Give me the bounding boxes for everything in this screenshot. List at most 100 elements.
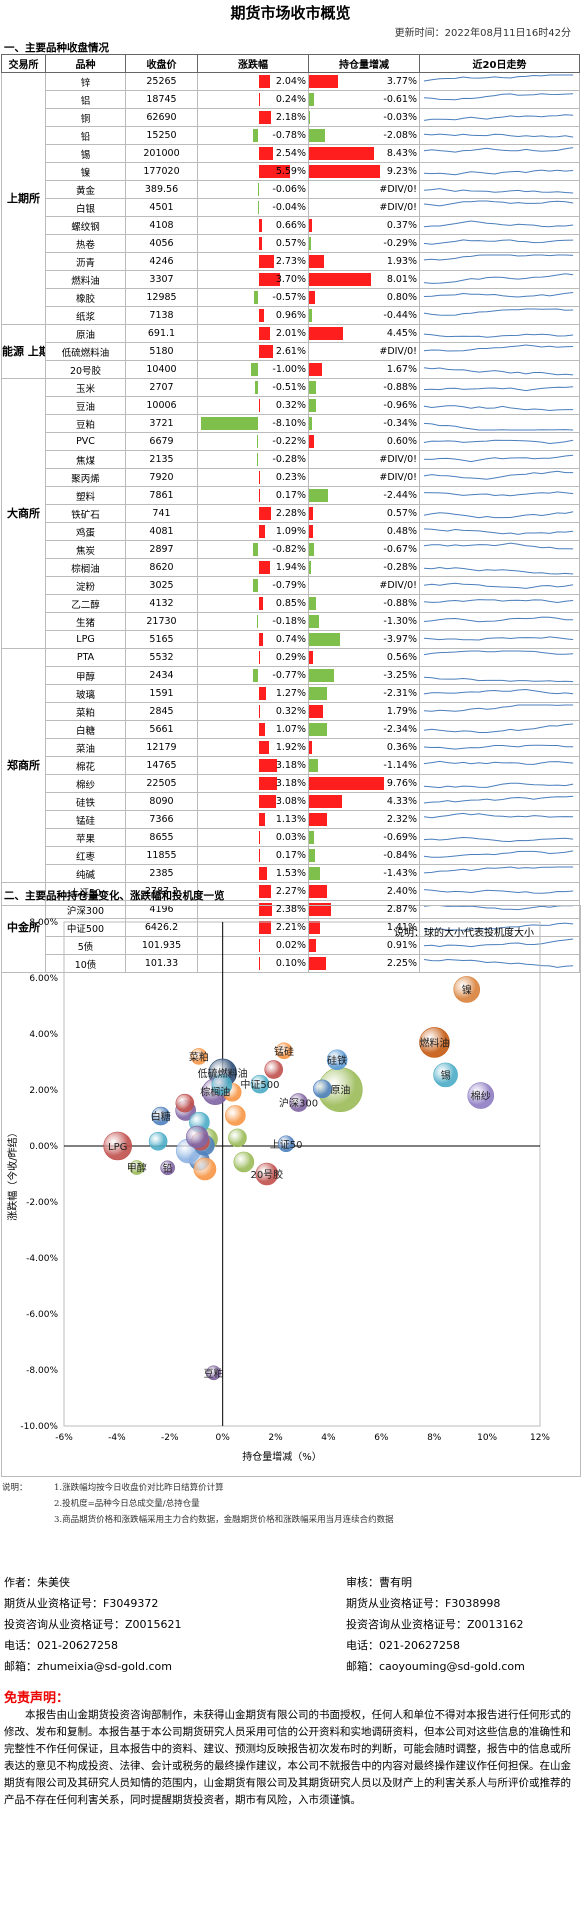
table-row: 郑商所 PTA 5532 0.29% 0.56% — [1, 648, 580, 883]
oi-bar — [309, 381, 316, 394]
change-value: 1.07% — [275, 724, 306, 735]
change-bar — [258, 813, 265, 826]
oi-value: 0.60% — [386, 436, 417, 447]
trend-sparkline-cell — [419, 828, 580, 847]
trend-sparkline-cell — [419, 162, 580, 181]
change-value: 0.85% — [275, 598, 306, 609]
change-bar — [258, 651, 261, 664]
trend-sparkline-cell — [419, 594, 580, 613]
change-value: -0.79% — [272, 580, 306, 591]
trend-sparkline — [423, 439, 574, 445]
oi-change-cell: #DIV/0! — [308, 180, 420, 199]
oi-value: -0.69% — [383, 832, 417, 843]
author-advisory-license: 投资咨询从业资格证号：Z0015621 — [4, 1618, 182, 1631]
oi-bar — [309, 561, 312, 574]
change-bar — [258, 399, 261, 412]
change-cell: 0.17% — [197, 846, 309, 865]
oi-bar — [309, 309, 313, 322]
oi-change-cell: 0.60% — [308, 432, 420, 451]
change-value: 0.57% — [275, 238, 306, 249]
bubble-16 — [151, 1106, 171, 1126]
product-name: 乙二醇 — [45, 594, 126, 613]
note-line: 1.涨跌幅均按今日收盘价对比昨日结算价计算 — [54, 1483, 224, 1493]
trend-sparkline — [423, 254, 574, 261]
close-price: 7920 — [125, 468, 198, 487]
trend-sparkline-cell — [419, 144, 580, 163]
table-row: 淀粉 3025 -0.79% #DIV/0! — [2, 576, 580, 595]
product-name: 燃料油 — [45, 270, 126, 289]
reviewer-license: 期货从业资格证号：F3038998 — [346, 1597, 501, 1610]
oi-change-cell: 0.56% — [308, 648, 420, 667]
change-value: 0.74% — [275, 634, 306, 645]
table-row: 铁矿石 741 2.28% 0.57% — [2, 504, 580, 523]
close-price: 14765 — [125, 756, 198, 775]
change-cell: -0.78% — [197, 126, 309, 145]
change-bar — [254, 381, 259, 394]
bubble-label: 菜粕 — [189, 1050, 209, 1063]
trend-sparkline — [423, 866, 574, 874]
trend-sparkline-cell — [419, 810, 580, 829]
author-email[interactable]: 邮箱：zhumeixia@sd-gold.com — [4, 1660, 172, 1673]
product-name: 棉纱 — [45, 774, 126, 793]
close-price: 2385 — [125, 864, 198, 883]
product-name: 镍 — [45, 162, 126, 181]
y-tick-label: 6.00% — [29, 974, 58, 984]
reviewer-email[interactable]: 邮箱：caoyouming@sd-gold.com — [346, 1660, 525, 1673]
product-name: PTA — [45, 648, 126, 667]
oi-value: -0.84% — [383, 850, 417, 861]
change-cell: 0.32% — [197, 396, 309, 415]
sparkline-path — [423, 491, 574, 497]
oi-change-cell: -2.44% — [308, 486, 420, 505]
sparkline-path — [423, 74, 574, 82]
trend-sparkline-cell — [419, 648, 580, 667]
trend-sparkline — [423, 200, 574, 207]
table-row: 低硫燃料油 5180 2.61% #DIV/0! — [2, 342, 580, 361]
close-price: 3721 — [125, 414, 198, 433]
change-cell: 2.01% — [197, 324, 309, 343]
y-tick-label: -4.00% — [26, 1254, 58, 1264]
change-value: -8.10% — [272, 418, 306, 429]
table-row: 能源 上期 原油 691.1 2.01% 4.45% — [1, 324, 580, 379]
trend-sparkline — [423, 220, 574, 228]
product-name: 沥青 — [45, 252, 126, 271]
oi-value: -0.61% — [383, 94, 417, 105]
close-price: 741 — [125, 504, 198, 523]
oi-bar — [309, 507, 314, 520]
x-axis-label: 持仓量增减（%） — [242, 1450, 322, 1463]
change-bar — [258, 885, 272, 898]
oi-bar — [309, 903, 332, 916]
trend-sparkline-cell — [419, 396, 580, 415]
product-name: 豆粕 — [45, 414, 126, 433]
change-value: 0.10% — [275, 958, 306, 969]
table-row: 玻璃 1591 1.27% -2.31% — [2, 684, 580, 703]
change-bar — [258, 561, 270, 574]
change-bar — [258, 705, 261, 718]
change-cell: 0.03% — [197, 828, 309, 847]
change-value: 3.08% — [275, 796, 306, 807]
oi-value: #DIV/0! — [379, 454, 417, 465]
product-name: 苹果 — [45, 828, 126, 847]
change-bar — [258, 921, 272, 934]
oi-bar — [309, 957, 327, 970]
close-price: 1591 — [125, 684, 198, 703]
trend-sparkline — [423, 188, 574, 194]
trend-sparkline — [423, 836, 574, 843]
close-price: 2135 — [125, 450, 198, 469]
change-value: 0.23% — [275, 472, 306, 483]
table-row: 锰硅 7366 1.13% 2.32% — [2, 810, 580, 829]
change-cell: 0.96% — [197, 306, 309, 325]
oi-change-cell: #DIV/0! — [308, 450, 420, 469]
change-cell: 3.18% — [197, 756, 309, 775]
y-tick-label: -8.00% — [26, 1366, 58, 1376]
change-bar — [258, 633, 263, 646]
trend-sparkline — [423, 273, 574, 284]
sparkline-path — [423, 704, 574, 712]
trend-sparkline-cell — [419, 576, 580, 595]
change-cell: -0.82% — [197, 540, 309, 559]
table-row: 螺纹钢 4108 0.66% 0.37% — [2, 216, 580, 235]
product-name: 低硫燃料油 — [45, 342, 126, 361]
oi-change-cell: #DIV/0! — [308, 198, 420, 217]
trend-sparkline-cell — [419, 216, 580, 235]
close-price: 2434 — [125, 666, 198, 685]
bubble-33 — [225, 1105, 246, 1126]
